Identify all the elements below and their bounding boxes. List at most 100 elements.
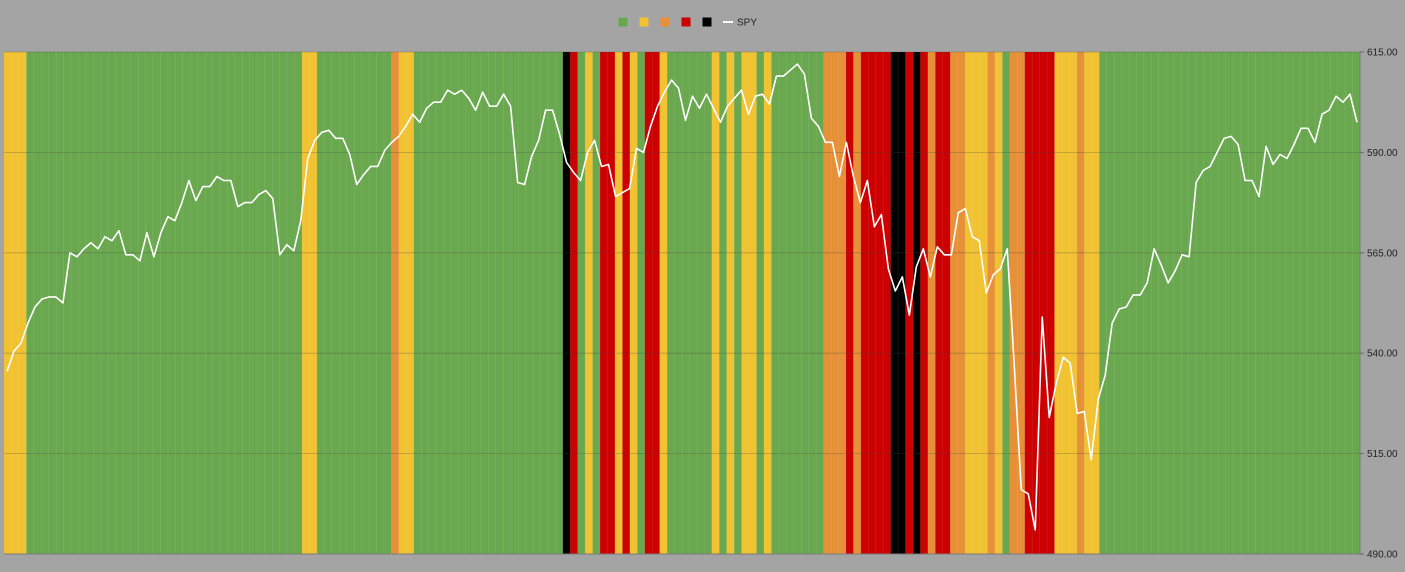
regime-band (659, 52, 668, 554)
regime-band (346, 52, 355, 554)
regime-band (1106, 52, 1115, 554)
regime-band (354, 52, 363, 554)
regime-band (1270, 52, 1279, 554)
regime-band (1240, 52, 1249, 554)
regime-band (1017, 52, 1026, 554)
regime-band (376, 52, 385, 554)
regime-band (1292, 52, 1301, 554)
regime-band (1352, 52, 1361, 554)
regime-band (711, 52, 720, 554)
regime-band (138, 52, 147, 554)
regime-band (1054, 52, 1063, 554)
regime-band (823, 52, 832, 554)
regime-band (26, 52, 35, 554)
regime-band (1069, 52, 1078, 554)
regime-band (1121, 52, 1130, 554)
regime-band (540, 52, 549, 554)
regime-band (398, 52, 407, 554)
regime-band (465, 52, 474, 554)
regime-band (324, 52, 333, 554)
regime-band (927, 52, 936, 554)
regime-band (674, 52, 683, 554)
regime-band (555, 52, 564, 554)
regime-band (912, 52, 922, 554)
regime-band (205, 52, 214, 554)
regime-band (942, 52, 951, 554)
regime-band (831, 52, 840, 554)
regime-band (652, 52, 661, 554)
regime-band (898, 52, 907, 554)
regime-band (577, 52, 586, 554)
legend-swatch (639, 17, 649, 27)
regime-band (175, 52, 184, 554)
regime-band (428, 52, 437, 554)
regime-band (294, 52, 303, 554)
regime-band (1322, 52, 1331, 554)
regime-band (249, 52, 258, 554)
y-tick-label: 615.00 (1367, 48, 1398, 59)
regime-band (875, 52, 884, 554)
y-tick-label: 565.00 (1367, 248, 1398, 259)
regime-band (1300, 52, 1309, 554)
regime-band (227, 52, 236, 554)
series-layer (6, 63, 1358, 531)
regime-band (808, 52, 817, 554)
regime-band (436, 52, 445, 554)
regime-band (451, 52, 460, 554)
regime-band (518, 52, 527, 554)
regime-band (1158, 52, 1167, 554)
regime-band (510, 52, 519, 554)
regime-band (667, 52, 676, 554)
regime-band (123, 52, 132, 554)
regime-band (160, 52, 169, 554)
regime-band (756, 52, 765, 554)
regime-band (48, 52, 57, 554)
legend-swatch (681, 17, 691, 27)
y-axis: 615.00 590.00 565.00 540.00 515.00 490.00 (4, 48, 1398, 561)
regime-band (1166, 52, 1175, 554)
regime-band (965, 52, 974, 554)
regime-band (413, 52, 422, 554)
y-tick-label: 540.00 (1367, 349, 1398, 360)
regime-band (987, 52, 996, 554)
legend-label: SPY (737, 18, 757, 29)
regime-band (763, 52, 773, 554)
regime-band (614, 52, 623, 554)
regime-band (1203, 52, 1212, 554)
regime-band (1114, 52, 1123, 554)
regime-band (838, 52, 847, 554)
regime-band (868, 52, 877, 554)
regime-band (503, 52, 512, 554)
regime-band (316, 52, 325, 554)
regime-band (525, 52, 534, 554)
regime-band (562, 52, 571, 554)
regime-band (741, 52, 750, 554)
regime-band (1218, 52, 1227, 554)
regime-band (890, 52, 899, 554)
regime-band (130, 52, 139, 554)
regime-band (860, 52, 869, 554)
legend-swatch (702, 17, 712, 27)
regime-band (1084, 52, 1093, 554)
regime-band (369, 52, 378, 554)
regime-band (287, 52, 296, 554)
legend-swatch (618, 17, 628, 27)
regime-band (1278, 52, 1287, 554)
regime-band (406, 52, 415, 554)
regime-band (1091, 52, 1100, 554)
regime-band (383, 52, 393, 554)
regime-band (972, 52, 981, 554)
regime-band (309, 52, 318, 554)
regime-band (689, 52, 698, 554)
regime-band (279, 52, 288, 554)
regime-band (11, 52, 20, 554)
regime-band (734, 52, 743, 554)
regime-band (1151, 52, 1160, 554)
regime-band (883, 52, 892, 554)
regime-band (726, 52, 735, 554)
regime-band (391, 52, 400, 554)
regime-band (78, 52, 87, 554)
regime-band (816, 52, 825, 554)
regime-band (145, 52, 154, 554)
